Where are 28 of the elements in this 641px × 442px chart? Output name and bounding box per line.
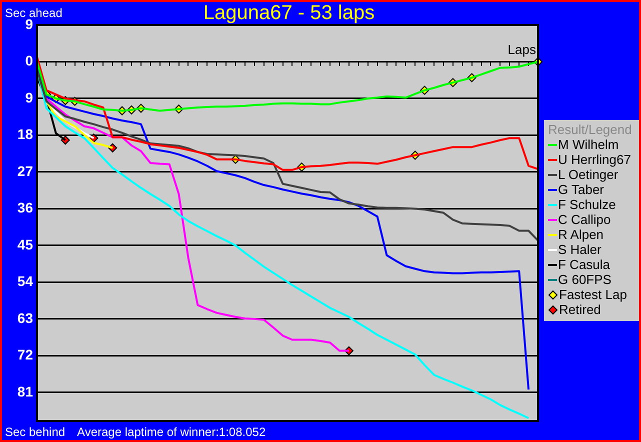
y-tick-label: 0 xyxy=(25,52,34,69)
legend-label: L Oetinger xyxy=(558,167,618,182)
legend-label: U Herrling67 xyxy=(558,152,631,167)
legend-label: F Schulze xyxy=(558,197,616,212)
y-tick-label: 45 xyxy=(17,236,34,252)
legend-label: M Wilhelm xyxy=(558,137,619,152)
y-tick-label: 81 xyxy=(17,383,34,400)
y-tick-label: 27 xyxy=(17,162,34,179)
legend-label: Fastest Lap xyxy=(559,287,627,302)
legend-label: R Alpen xyxy=(558,227,604,242)
y-tick-label: 36 xyxy=(17,200,34,216)
text: Average laptime of winner:1:08.052 xyxy=(77,425,266,439)
y-tick-label: 18 xyxy=(17,126,34,142)
legend-label: G 60FPS xyxy=(558,272,612,287)
y-tick-label: 72 xyxy=(17,346,34,363)
legend-label: S Haler xyxy=(558,242,602,257)
y-axis-title: Sec ahead xyxy=(5,6,62,20)
legend-title: Result/Legend xyxy=(548,122,633,137)
legend-label: Retired xyxy=(559,302,601,317)
legend-label: C Callipo xyxy=(558,212,611,227)
y-tick-label: 63 xyxy=(17,310,34,326)
text: Sec behind xyxy=(5,425,66,439)
legend-label: F Casula xyxy=(558,257,610,272)
y-tick-label: 54 xyxy=(17,273,34,290)
chart-title: Laguna67 - 53 laps xyxy=(203,2,375,24)
x-axis-title: Laps xyxy=(508,42,536,57)
legend-label: G Taber xyxy=(558,182,604,197)
y-tick-label: 9 xyxy=(25,89,34,106)
